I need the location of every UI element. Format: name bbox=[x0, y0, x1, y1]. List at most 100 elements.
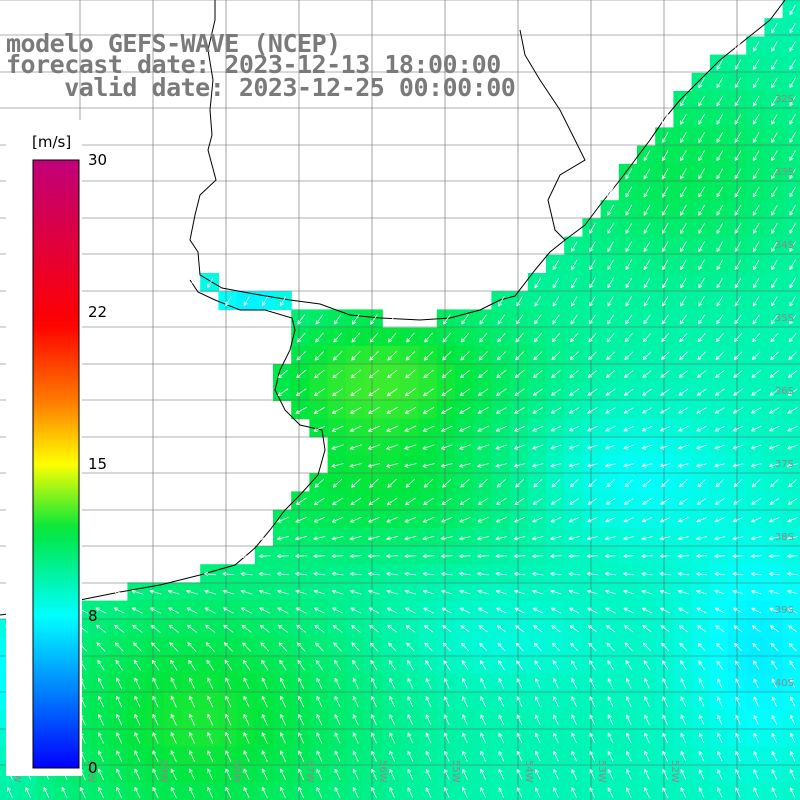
wind-arrow bbox=[607, 277, 614, 289]
wind-cell bbox=[709, 91, 729, 110]
wind-cell bbox=[382, 527, 401, 547]
wind-cell bbox=[600, 455, 620, 474]
wind-arrow bbox=[752, 259, 760, 271]
wind-cell bbox=[418, 418, 438, 438]
wind-arrow bbox=[98, 750, 104, 762]
wind-arrow bbox=[771, 660, 778, 670]
wind-arrow bbox=[368, 369, 380, 379]
wind-cell bbox=[600, 509, 620, 529]
wind-arrow bbox=[696, 589, 707, 595]
wind-arrow bbox=[661, 259, 669, 271]
wind-cell bbox=[364, 309, 383, 329]
wind-arrow bbox=[134, 786, 141, 799]
wind-arrow bbox=[516, 787, 523, 798]
wind-arrow bbox=[533, 625, 543, 633]
wind-cell bbox=[746, 491, 765, 511]
wind-cell bbox=[327, 309, 347, 329]
wind-cell bbox=[782, 91, 800, 110]
wind-arrow bbox=[369, 351, 379, 361]
wind-arrow bbox=[680, 95, 687, 107]
wind-cell bbox=[564, 254, 583, 274]
wind-arrow bbox=[716, 186, 724, 198]
wind-arrow bbox=[587, 407, 598, 414]
wind-arrow bbox=[535, 787, 541, 798]
wind-cell bbox=[527, 273, 547, 292]
wind-cell bbox=[509, 527, 529, 547]
wind-cell bbox=[473, 455, 492, 474]
wind-arrow bbox=[478, 478, 488, 488]
wind-arrow bbox=[680, 295, 687, 307]
wind-arrow bbox=[261, 750, 268, 762]
wind-cell bbox=[637, 436, 656, 456]
wind-arrow bbox=[550, 571, 562, 577]
wind-arrow bbox=[770, 351, 779, 361]
wind-arrow bbox=[278, 642, 288, 652]
wind-arrow bbox=[425, 714, 432, 726]
wind-arrow bbox=[771, 150, 778, 162]
wind-cell bbox=[691, 491, 711, 511]
wind-arrow bbox=[770, 314, 779, 325]
wind-cell bbox=[455, 418, 474, 438]
wind-arrow bbox=[513, 554, 526, 559]
wind-arrow bbox=[662, 696, 668, 707]
wind-cell bbox=[345, 509, 365, 529]
wind-arrow bbox=[498, 787, 505, 798]
wind-arrow bbox=[480, 750, 486, 762]
longitude-label: 54W bbox=[523, 760, 534, 783]
wind-arrow bbox=[769, 517, 780, 523]
wind-arrow bbox=[661, 295, 669, 307]
wind-cell bbox=[455, 546, 474, 565]
wind-cell bbox=[564, 546, 583, 565]
wind-arrow bbox=[570, 314, 578, 325]
wind-arrow bbox=[735, 787, 741, 798]
wind-arrow bbox=[258, 589, 271, 595]
wind-cell bbox=[618, 291, 638, 310]
wind-cell bbox=[382, 382, 401, 401]
wind-cell bbox=[327, 418, 347, 438]
wind-arrow bbox=[717, 714, 723, 725]
wind-arrow bbox=[752, 333, 761, 343]
wind-arrow bbox=[607, 732, 614, 744]
wind-cell bbox=[254, 291, 274, 310]
wind-arrow bbox=[680, 132, 687, 143]
wind-cell bbox=[746, 91, 765, 110]
wind-cell bbox=[273, 546, 292, 565]
wind-cell bbox=[455, 309, 474, 329]
wind-arrow bbox=[680, 241, 687, 253]
wind-arrow bbox=[296, 642, 306, 652]
wind-arrow bbox=[732, 517, 744, 523]
wind-arrow bbox=[516, 768, 523, 780]
wind-arrow bbox=[298, 768, 305, 781]
wind-arrow bbox=[717, 678, 723, 689]
wind-cell bbox=[491, 327, 511, 347]
wind-cell bbox=[509, 564, 529, 583]
wind-arrow bbox=[134, 695, 141, 708]
wind-arrow bbox=[734, 277, 742, 289]
wind-arrow bbox=[550, 497, 561, 505]
wind-cell bbox=[637, 546, 656, 565]
wind-arrow bbox=[478, 625, 488, 633]
wind-arrow bbox=[168, 624, 179, 633]
wind-arrow bbox=[788, 642, 797, 652]
wind-arrow bbox=[550, 517, 562, 523]
wind-arrow bbox=[587, 498, 598, 505]
wind-arrow bbox=[677, 463, 689, 468]
wind-arrow bbox=[513, 463, 526, 468]
wind-arrow bbox=[386, 497, 398, 506]
wind-arrow bbox=[459, 536, 471, 541]
wind-cell bbox=[491, 382, 511, 401]
wind-arrow bbox=[497, 332, 506, 343]
wind-arrow bbox=[550, 554, 562, 559]
wind-arrow bbox=[462, 787, 468, 798]
wind-arrow bbox=[717, 696, 723, 707]
wind-arrow bbox=[514, 625, 525, 633]
wind-arrow bbox=[626, 768, 632, 780]
wind-arrow bbox=[496, 497, 507, 505]
wind-arrow bbox=[770, 333, 779, 343]
wind-arrow bbox=[367, 463, 381, 468]
wind-cell bbox=[728, 218, 747, 238]
wind-arrow bbox=[586, 463, 598, 468]
wind-cell bbox=[673, 400, 693, 420]
wind-cell bbox=[546, 564, 565, 583]
wind-cell bbox=[782, 54, 800, 74]
